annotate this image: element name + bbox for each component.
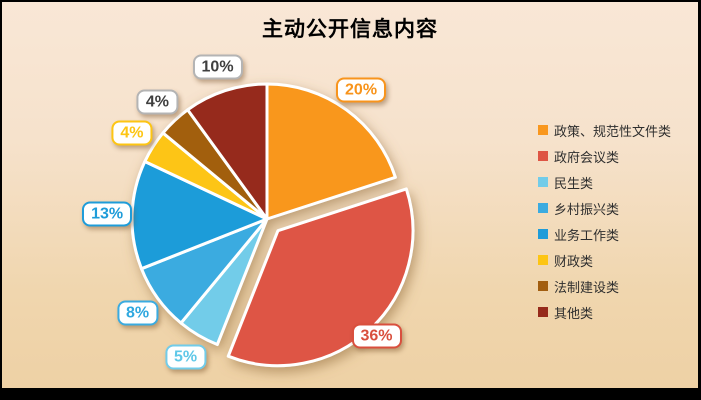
legend-item-label: 法制建设类 — [554, 279, 620, 295]
legend-item-label: 民生类 — [554, 175, 594, 191]
legend-swatch-icon — [538, 151, 548, 161]
legend-item-7: 法制建设类 — [538, 273, 671, 299]
pie-percent-label-2: 36% — [351, 323, 402, 349]
legend-item-label: 业务工作类 — [554, 227, 620, 243]
legend-item-6: 财政类 — [538, 247, 671, 273]
legend-item-4: 乡村振兴类 — [538, 195, 671, 221]
legend: 政策、规范性文件类 政府会议类民生类乡村振兴类业务工作类财政类法制建设类其他类 — [538, 117, 671, 325]
legend-item-3: 民生类 — [538, 169, 671, 195]
legend-swatch-icon — [538, 307, 548, 317]
pie-percent-label-6: 4% — [111, 120, 153, 146]
pie-slice-8 — [186, 82, 269, 221]
chart-title: 主动公开信息内容 — [262, 18, 438, 41]
legend-item-label: 政府会议类 — [554, 149, 620, 165]
pie-percent-label-3: 5% — [164, 344, 207, 370]
pie-percent-label-8: 10% — [192, 54, 243, 80]
legend-swatch-icon — [538, 281, 548, 291]
pie-slice-1 — [265, 82, 397, 221]
legend-item-2: 政府会议类 — [538, 143, 671, 169]
legend-item-label: 其他类 — [554, 305, 594, 321]
legend-swatch-icon — [538, 255, 548, 265]
legend-swatch-icon — [538, 203, 548, 213]
legend-item-8: 其他类 — [538, 299, 671, 325]
legend-swatch-icon — [538, 229, 548, 239]
pie-percent-label-4: 8% — [116, 300, 159, 326]
legend-item-label: 财政类 — [554, 253, 594, 269]
legend-item-label: 乡村振兴类 — [554, 201, 620, 217]
legend-swatch-icon — [538, 177, 548, 187]
pie-percent-label-5: 13% — [82, 201, 133, 227]
legend-swatch-icon — [538, 125, 548, 135]
legend-item-5: 业务工作类 — [538, 221, 671, 247]
pie-percent-label-1: 20% — [336, 77, 387, 103]
legend-item-label: 政策、规范性文件类 — [554, 123, 672, 139]
legend-item-1: 政策、规范性文件类 — [538, 117, 671, 143]
pie-percent-label-7: 4% — [136, 89, 179, 115]
